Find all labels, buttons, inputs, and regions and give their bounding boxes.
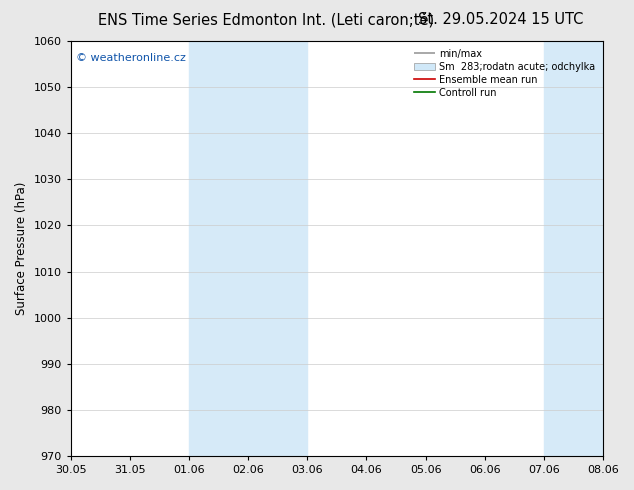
Text: ENS Time Series Edmonton Int. (Leti caron;tě): ENS Time Series Edmonton Int. (Leti caro… [98, 12, 434, 28]
Bar [544, 41, 603, 456]
Y-axis label: Surface Pressure (hPa): Surface Pressure (hPa) [15, 182, 28, 315]
Legend: min/max, Sm  283;rodatn acute; odchylka, Ensemble mean run, Controll run: min/max, Sm 283;rodatn acute; odchylka, … [411, 46, 598, 100]
Text: St. 29.05.2024 15 UTC: St. 29.05.2024 15 UTC [418, 12, 583, 27]
Bar [189, 41, 307, 456]
Text: © weatheronline.cz: © weatheronline.cz [76, 53, 186, 64]
